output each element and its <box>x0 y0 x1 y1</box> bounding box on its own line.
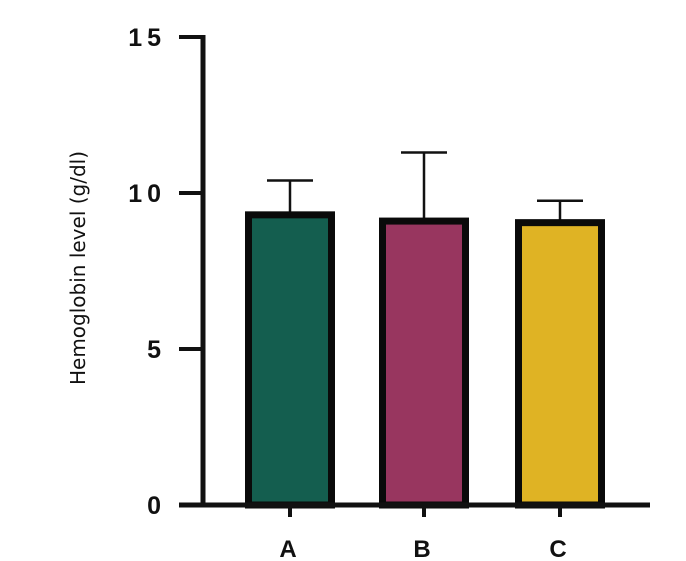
x-tick-label-a: A <box>279 536 296 561</box>
y-axis-title: Hemoglobin level (g/dl) <box>66 151 90 385</box>
y-tick-label-0: 0 <box>147 492 166 520</box>
bar-c <box>515 219 605 509</box>
x-tick-label-b: B <box>413 536 430 561</box>
y-tick-label-5: 5 <box>147 336 166 364</box>
y-tick-label-15: 15 <box>128 24 166 52</box>
bar-b <box>379 217 469 509</box>
y-tick-label-10: 10 <box>128 180 166 208</box>
x-tick-label-c: C <box>549 536 566 561</box>
bar-a <box>245 211 335 509</box>
